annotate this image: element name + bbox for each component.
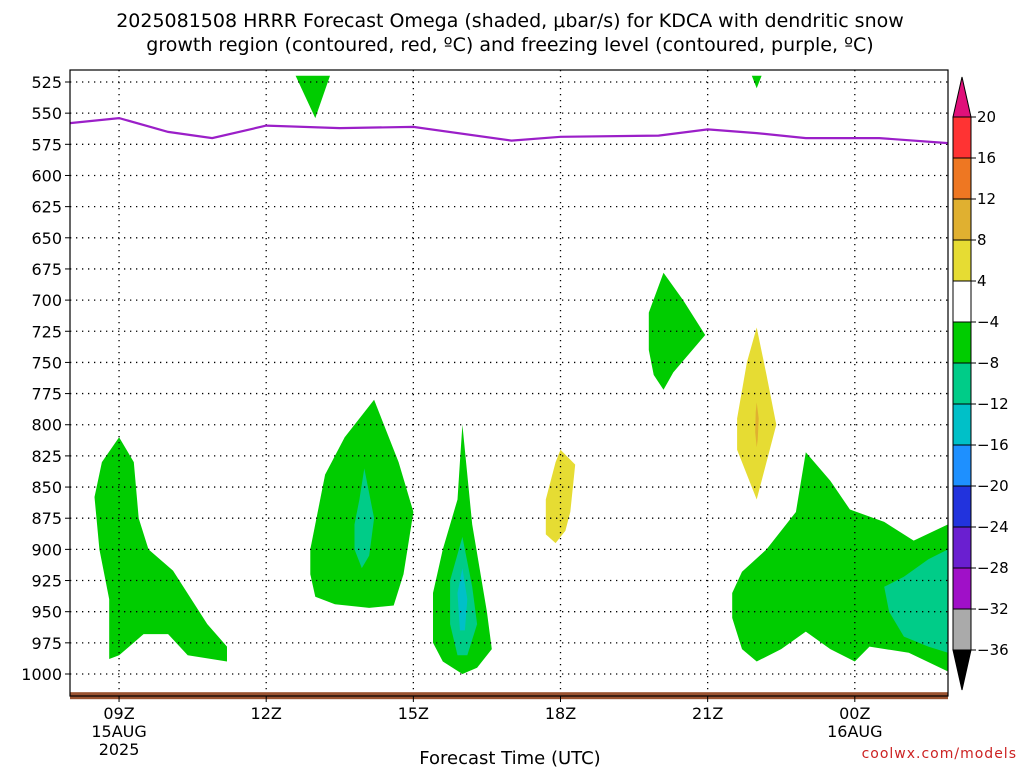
x-tick-label-09Z-2: 15AUG — [91, 722, 146, 741]
y-tick-label-550: 550 — [31, 104, 62, 123]
colorbar-label-14: −36 — [977, 641, 1009, 659]
colorbar-bin-7 — [952, 362, 972, 405]
colorbar-label-12: −28 — [977, 559, 1009, 577]
x-tick-label-15Z-1: 15Z — [398, 704, 429, 723]
colorbar-label-8: −12 — [977, 395, 1009, 413]
omega-orange-22z — [755, 402, 759, 448]
colorbar-bin-5 — [952, 280, 972, 323]
omega-cyan-mid-2 — [457, 568, 468, 631]
colorbar-bin-12 — [952, 567, 972, 610]
colorbar-label-6: −4 — [977, 313, 999, 331]
y-tick-label-700: 700 — [31, 291, 62, 310]
y-tick-label-850: 850 — [31, 478, 62, 497]
y-tick-label-725: 725 — [31, 322, 62, 341]
omega-shaded-regions — [94, 75, 948, 674]
omega-teal-right — [884, 549, 948, 653]
y-tick-label-675: 675 — [31, 260, 62, 279]
x-axis-label: Forecast Time (UTC) — [419, 748, 600, 768]
colorbar-bin-8 — [952, 403, 972, 446]
y-tick-label-575: 575 — [31, 135, 62, 154]
colorbar-label-10: −20 — [977, 477, 1009, 495]
y-tick-label-800: 800 — [31, 416, 62, 435]
y-tick-label-525: 525 — [31, 73, 62, 92]
x-tick-label-12Z-1: 12Z — [251, 704, 282, 723]
omega-green-top-2 — [751, 75, 762, 89]
colorbar-bin-1 — [952, 116, 972, 159]
colorbar-label-11: −24 — [977, 518, 1009, 536]
plot-frame — [69, 69, 949, 697]
y-tick-label-775: 775 — [31, 385, 62, 404]
colorbar-label-2: 16 — [977, 149, 996, 167]
colorbar-label-13: −32 — [977, 600, 1009, 618]
x-tick-label-09Z-1: 09Z — [103, 704, 134, 723]
y-tick-label-625: 625 — [31, 198, 62, 217]
y-tick-label-650: 650 — [31, 229, 62, 248]
colorbar-label-9: −16 — [977, 436, 1009, 454]
y-tick-label-900: 900 — [31, 540, 62, 559]
omega-green-top-1 — [295, 75, 330, 119]
colorbar-bin-6 — [952, 321, 972, 364]
chart-title-line-1: 2025081508 HRRR Forecast Omega (shaded, … — [116, 10, 904, 32]
colorbar-bin-9 — [952, 444, 972, 487]
x-tick-label-09Z-3: 2025 — [99, 740, 140, 759]
y-tick-label-950: 950 — [31, 603, 62, 622]
y-tick-label-925: 925 — [31, 572, 62, 591]
x-tick-label-00Z-2: 16AUG — [827, 722, 882, 741]
colorbar-label-4: 8 — [977, 231, 987, 249]
colorbar-label-3: 12 — [977, 190, 996, 208]
source-credit: coolwx.com/models — [862, 746, 1017, 762]
x-tick-label-21Z-1: 21Z — [692, 704, 723, 723]
colorbar-label-5: 4 — [977, 272, 987, 290]
y-tick-label-600: 600 — [31, 166, 62, 185]
colorbar-label-7: −8 — [977, 354, 999, 372]
omega-green-left — [94, 437, 227, 662]
y-tick-label-1000: 1000 — [21, 665, 62, 684]
freezing-level-line — [69, 116, 949, 145]
colorbar-bin-13 — [952, 608, 972, 651]
colorbar-bottom-arrow — [952, 649, 972, 691]
x-tick-label-18Z-1: 18Z — [545, 704, 576, 723]
colorbar-bin-2 — [952, 157, 972, 200]
chart-title-line-2: growth region (contoured, red, ºC) and f… — [146, 34, 873, 56]
colorbar-bin-11 — [952, 526, 972, 569]
colorbar: 20 16 12 8 4 −4 −8 −12 −16 −20 −24 −28 −32 −36 — [952, 76, 1009, 691]
x-tick-label-00Z-1: 00Z — [839, 704, 870, 723]
y-tick-label-825: 825 — [31, 447, 62, 466]
freezing-level-contour — [69, 116, 949, 145]
y-tick-label-975: 975 — [31, 634, 62, 653]
colorbar-top-arrow — [952, 76, 972, 118]
colorbar-bin-3 — [952, 198, 972, 241]
colorbar-bin-4 — [952, 239, 972, 282]
y-tick-label-875: 875 — [31, 509, 62, 528]
colorbar-label-1: 20 — [977, 108, 996, 126]
y-axis-ticks: 525 550 575 600 625 650 675 700 725 750 775 800 825 8… — [21, 73, 70, 684]
chart-gridlines — [70, 70, 948, 696]
y-tick-label-750: 750 — [31, 353, 62, 372]
colorbar-bin-10 — [952, 485, 972, 528]
